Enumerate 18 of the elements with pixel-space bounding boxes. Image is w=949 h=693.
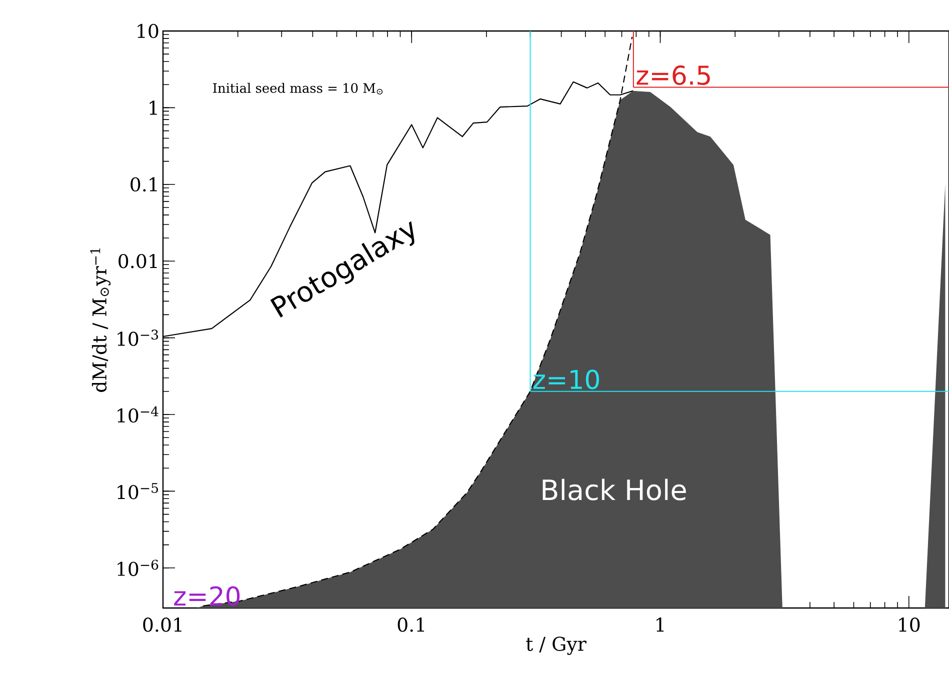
y-tick-label: 1 bbox=[150, 100, 157, 115]
y-tick-label: 10 bbox=[138, 24, 158, 38]
x-tick-label: 10 bbox=[899, 618, 920, 632]
y-tick-label: 10$^{−6}$ bbox=[118, 560, 158, 576]
x-tick-label: 1 bbox=[656, 618, 664, 632]
y-tick-label: 0.1 bbox=[130, 177, 157, 192]
y-tick-label: 10$^{−3}$ bbox=[118, 330, 158, 346]
series-label: Black Hole bbox=[542, 478, 686, 500]
y-axis-title: dM/dt / M$_{⊙}$yr$^{−1}$ bbox=[90, 248, 111, 392]
x-axis-title: t / Gyr bbox=[526, 636, 586, 655]
y-tick-label: 10$^{−5}$ bbox=[118, 483, 158, 500]
y-tick-label: 10$^{−4}$ bbox=[118, 406, 158, 423]
y-tick-label: 0.01 bbox=[118, 254, 157, 268]
annotation: z=20 bbox=[174, 586, 240, 606]
annotation: z=10 bbox=[534, 370, 599, 390]
annotation: z=6.5 bbox=[636, 65, 710, 86]
x-tick-label: 0.1 bbox=[398, 618, 424, 632]
annotation: Initial seed mass = 10 M$_{⊙}$ bbox=[213, 82, 383, 95]
